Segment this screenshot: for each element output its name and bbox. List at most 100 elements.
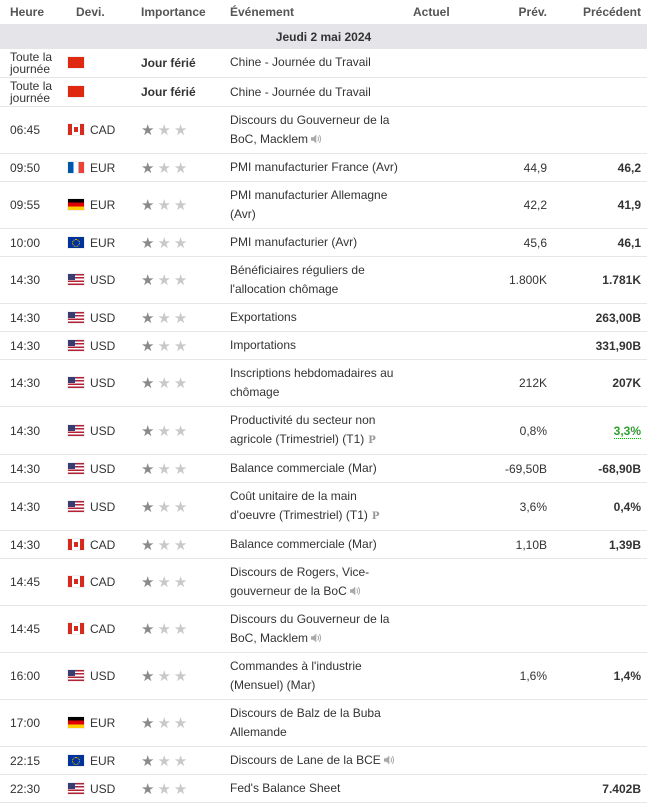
event-name[interactable]: Discours du Gouverneur de la BoC, Mackle… [230, 612, 390, 645]
col-header-previous[interactable]: Précédent [553, 0, 647, 25]
event-name[interactable]: Chine - Journée du Travail [230, 84, 371, 99]
star-icon: ★ [173, 715, 191, 732]
event-row[interactable]: Toute la journée Jour férié Chine - Journée… [0, 77, 647, 107]
event-name-cell[interactable]: Importations [220, 331, 413, 360]
event-name[interactable]: Coût unitaire de la main d'oeuvre (Trime… [230, 489, 368, 522]
event-name-cell[interactable]: Discours de Lane de la BCE [220, 746, 413, 775]
event-row[interactable]: 14:30 USD ★★★ Bénéficiaires réguliers de l'… [0, 256, 647, 304]
event-row[interactable]: Toute la journée Jour férié Chine - Journée… [0, 48, 647, 78]
event-name-cell[interactable]: Balance commerciale (Mar) [220, 454, 413, 483]
event-row[interactable]: 14:45 CAD ★★★ Discours de Rogers, Vice-gouv… [0, 558, 647, 606]
event-name[interactable]: Discours de Balz de la Buba Allemande [230, 706, 381, 739]
event-row[interactable]: 22:30 USD ★★★ Fed's Balance Sheet 7.402B [0, 774, 647, 803]
event-row[interactable]: 14:45 CAD ★★★ Discours du Gouverneur de la … [0, 605, 647, 653]
event-row[interactable]: 14:30 USD ★★★ Importations 331,90B [0, 331, 647, 360]
event-actual [413, 652, 473, 700]
event-importance: ★★★ [131, 228, 220, 257]
event-row[interactable]: 10:00 EUR ★★★ PMI manufacturier (Avr) 45,6 46… [0, 228, 647, 257]
event-name[interactable]: PMI manufacturier Allemagne (Avr) [230, 188, 388, 221]
event-name[interactable]: Discours de Rogers, Vice-gouverneur de l… [230, 565, 370, 598]
event-name-cell[interactable]: Inscriptions hebdomadaires au chômage [220, 359, 413, 407]
col-header-time[interactable]: Heure [0, 0, 66, 25]
event-name[interactable]: Exportations [230, 310, 297, 324]
speaker-icon[interactable] [311, 630, 322, 643]
event-name[interactable]: Importations [230, 338, 297, 352]
preliminary-icon[interactable]: P [371, 511, 380, 522]
event-importance: ★★★ [131, 746, 220, 775]
event-row[interactable]: 17:00 EUR ★★★ Discours de Balz de la Buba A… [0, 699, 647, 747]
event-row[interactable]: 14:30 USD ★★★ Exportations 263,00B [0, 303, 647, 332]
star-icon: ★ [157, 337, 174, 355]
event-name[interactable]: Commandes à l'industrie (Mensuel) (Mar) [230, 659, 362, 692]
event-name-cell[interactable]: Discours de Balz de la Buba Allemande [220, 699, 413, 747]
event-name-cell[interactable]: PMI manufacturier France (Avr) [220, 153, 413, 182]
event-name[interactable]: Balance commerciale (Mar) [230, 461, 377, 475]
event-row[interactable]: 14:30 USD ★★★ Balance commerciale (Mar) -69,… [0, 454, 647, 483]
event-name[interactable]: Discours du Gouverneur de la BoC, Mackle… [230, 113, 390, 146]
event-row[interactable]: 14:30 USD ★★★ Coût unitaire de la main d'oe… [0, 482, 647, 531]
event-name[interactable]: Discours de Lane de la BCE [230, 753, 381, 767]
event-name[interactable]: Fed's Balance Sheet [230, 781, 341, 795]
event-previous: 41,9 [553, 181, 647, 229]
star-icon: ★ [173, 780, 191, 798]
event-name-cell[interactable]: PMI manufacturier (Avr) [220, 228, 413, 257]
event-name-cell[interactable]: Productivité du secteur non agricole (Tr… [220, 406, 413, 455]
event-name[interactable]: Bénéficiaires réguliers de l'allocation … [230, 263, 365, 296]
event-name-cell[interactable]: Bénéficiaires réguliers de l'allocation … [220, 256, 413, 304]
col-header-event[interactable]: Événement [220, 0, 413, 25]
event-forecast: 1.800K [473, 256, 553, 304]
col-header-currency[interactable]: Devi. [66, 0, 131, 25]
event-actual [413, 746, 473, 775]
day-separator: Jeudi 2 mai 2024 [0, 24, 647, 49]
event-row[interactable]: 06:45 CAD ★★★ Discours du Gouverneur de la … [0, 106, 647, 154]
event-name-cell[interactable]: Discours du Gouverneur de la BoC, Mackle… [220, 605, 413, 653]
col-header-actual[interactable]: Actuel [413, 0, 473, 25]
event-currency: CAD [66, 558, 131, 606]
currency-code: EUR [90, 716, 116, 730]
event-name[interactable]: Inscriptions hebdomadaires au chômage [230, 366, 394, 399]
event-forecast [473, 774, 553, 803]
event-name-cell[interactable]: Balance commerciale (Mar) [220, 530, 413, 559]
event-currency: USD [66, 652, 131, 700]
event-name-cell[interactable]: Chine - Journée du Travail [220, 77, 413, 107]
event-name-cell[interactable]: PMI manufacturier Allemagne (Avr) [220, 181, 413, 229]
event-row[interactable]: 09:50 EUR ★★★ PMI manufacturier France (Avr… [0, 153, 647, 182]
star-icon: ★ [141, 498, 158, 516]
event-forecast: 212K [473, 359, 553, 407]
event-name-cell[interactable]: Discours de Rogers, Vice-gouverneur de l… [220, 558, 413, 606]
event-previous [553, 48, 647, 78]
event-currency: EUR [66, 153, 131, 182]
currency-code: USD [90, 669, 116, 683]
col-header-forecast[interactable]: Prév. [473, 0, 553, 25]
speaker-icon[interactable] [349, 583, 361, 596]
event-name[interactable]: Balance commerciale (Mar) [230, 537, 377, 551]
event-name-cell[interactable]: Chine - Journée du Travail [220, 48, 413, 78]
event-name[interactable]: PMI manufacturier France (Avr) [230, 160, 398, 174]
event-time: 14:30 [0, 530, 66, 559]
event-name-cell[interactable]: Discours du Gouverneur de la BoC, Mackle… [220, 106, 413, 154]
star-icon: ★ [173, 498, 191, 516]
speaker-icon[interactable] [311, 131, 322, 144]
event-name-cell[interactable]: Fed's Balance Sheet [220, 774, 413, 803]
event-row[interactable]: 09:55 EUR ★★★ PMI manufacturier Allemagne (… [0, 181, 647, 229]
star-icon: ★ [157, 498, 174, 516]
event-row[interactable]: 14:30 CAD ★★★ Balance commerciale (Mar) 1,10… [0, 530, 647, 559]
star-icon: ★ [141, 422, 158, 440]
event-name-cell[interactable]: Commandes à l'industrie (Mensuel) (Mar) [220, 652, 413, 700]
event-row[interactable]: 22:15 EUR ★★★ Discours de Lane de la BCE [0, 746, 647, 775]
event-row[interactable]: 14:30 USD ★★★ Productivité du secteur non a… [0, 406, 647, 455]
event-name[interactable]: PMI manufacturier (Avr) [230, 235, 358, 249]
event-name-cell[interactable]: Exportations [220, 303, 413, 332]
col-header-importance[interactable]: Importance [131, 0, 220, 25]
event-row[interactable]: 14:30 USD ★★★ Inscriptions hebdomadaires au… [0, 359, 647, 407]
currency-code: USD [90, 310, 116, 325]
event-row[interactable]: 16:00 USD ★★★ Commandes à l'industrie (Mens… [0, 652, 647, 700]
event-name[interactable]: Chine - Journée du Travail [230, 55, 371, 70]
speaker-icon[interactable] [383, 752, 395, 765]
preliminary-icon[interactable]: P [368, 435, 376, 446]
event-name[interactable]: Productivité du secteur non agricole (Tr… [230, 413, 376, 446]
event-forecast: -69,50B [473, 454, 553, 483]
event-name-cell[interactable]: Coût unitaire de la main d'oeuvre (Trime… [220, 482, 413, 531]
event-forecast: 1,10B [473, 530, 553, 559]
revised-value[interactable]: 3,3% [613, 423, 641, 439]
